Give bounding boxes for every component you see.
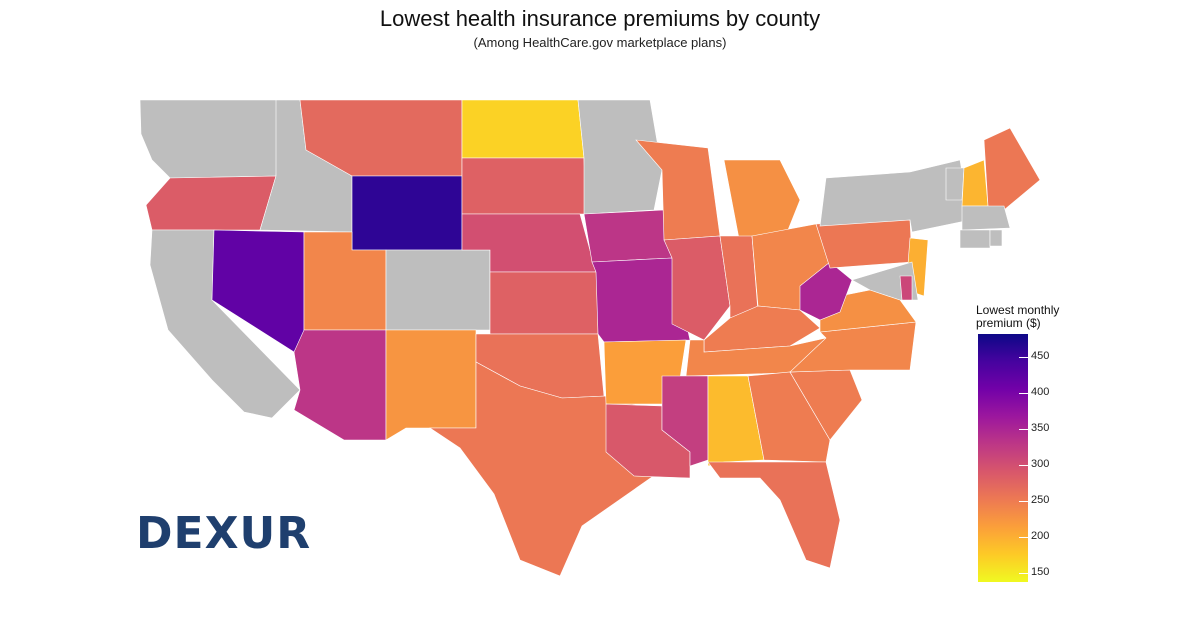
state-tennessee bbox=[685, 337, 827, 377]
state-delaware bbox=[899, 275, 913, 301]
state-new-hampshire bbox=[961, 159, 989, 207]
state-texas bbox=[429, 361, 663, 577]
state-south-dakota bbox=[461, 157, 587, 215]
state-wyoming bbox=[351, 175, 463, 251]
state-north-dakota bbox=[461, 99, 585, 159]
state-florida bbox=[707, 461, 841, 569]
legend-tick-label: 250 bbox=[1031, 494, 1050, 507]
map-subtitle: (Among HealthCare.gov marketplace plans) bbox=[473, 35, 727, 50]
state-oregon bbox=[145, 175, 277, 231]
state-georgia bbox=[747, 371, 831, 463]
legend-tick-label: 300 bbox=[1031, 458, 1050, 471]
legend-title-line2: premium ($) bbox=[976, 316, 1041, 330]
legend-tick-label: 200 bbox=[1031, 530, 1050, 543]
state-vermont bbox=[945, 167, 965, 201]
state-pennsylvania bbox=[815, 219, 913, 269]
legend-tick-label: 450 bbox=[1031, 350, 1050, 363]
legend-title: Lowest monthly premium ($) bbox=[976, 304, 1096, 330]
state-arizona bbox=[293, 329, 387, 441]
dexur-logo: DEXUR bbox=[136, 508, 312, 559]
state-michigan bbox=[723, 159, 801, 251]
legend-tick-mark bbox=[1019, 501, 1028, 503]
legend-tick-mark bbox=[1019, 393, 1028, 395]
legend-title-line1: Lowest monthly bbox=[976, 303, 1060, 317]
state-washington bbox=[139, 99, 283, 179]
map-title: Lowest health insurance premiums by coun… bbox=[379, 6, 821, 31]
legend-tick-label: 400 bbox=[1031, 386, 1050, 399]
legend-tick-label: 150 bbox=[1031, 566, 1050, 579]
legend-tick-mark bbox=[1019, 357, 1028, 359]
state-alabama bbox=[707, 375, 765, 467]
state-iowa bbox=[583, 209, 673, 263]
state-connecticut bbox=[959, 229, 991, 249]
legend-tick-mark bbox=[1019, 573, 1028, 575]
state-maine bbox=[983, 127, 1041, 211]
legend-color-bar bbox=[978, 334, 1028, 582]
legend-tick-mark bbox=[1019, 465, 1028, 467]
state-massachusetts bbox=[961, 205, 1011, 231]
legend-tick-mark bbox=[1019, 429, 1028, 431]
state-kansas bbox=[489, 271, 599, 335]
state-new-york bbox=[819, 159, 971, 233]
state-minnesota bbox=[577, 99, 663, 215]
state-colorado bbox=[385, 249, 491, 331]
state-new-mexico bbox=[385, 329, 477, 441]
state-rhode-island bbox=[989, 229, 1003, 247]
legend-tick-mark bbox=[1019, 537, 1028, 539]
legend-tick-label: 350 bbox=[1031, 422, 1050, 435]
state-illinois bbox=[663, 235, 731, 341]
